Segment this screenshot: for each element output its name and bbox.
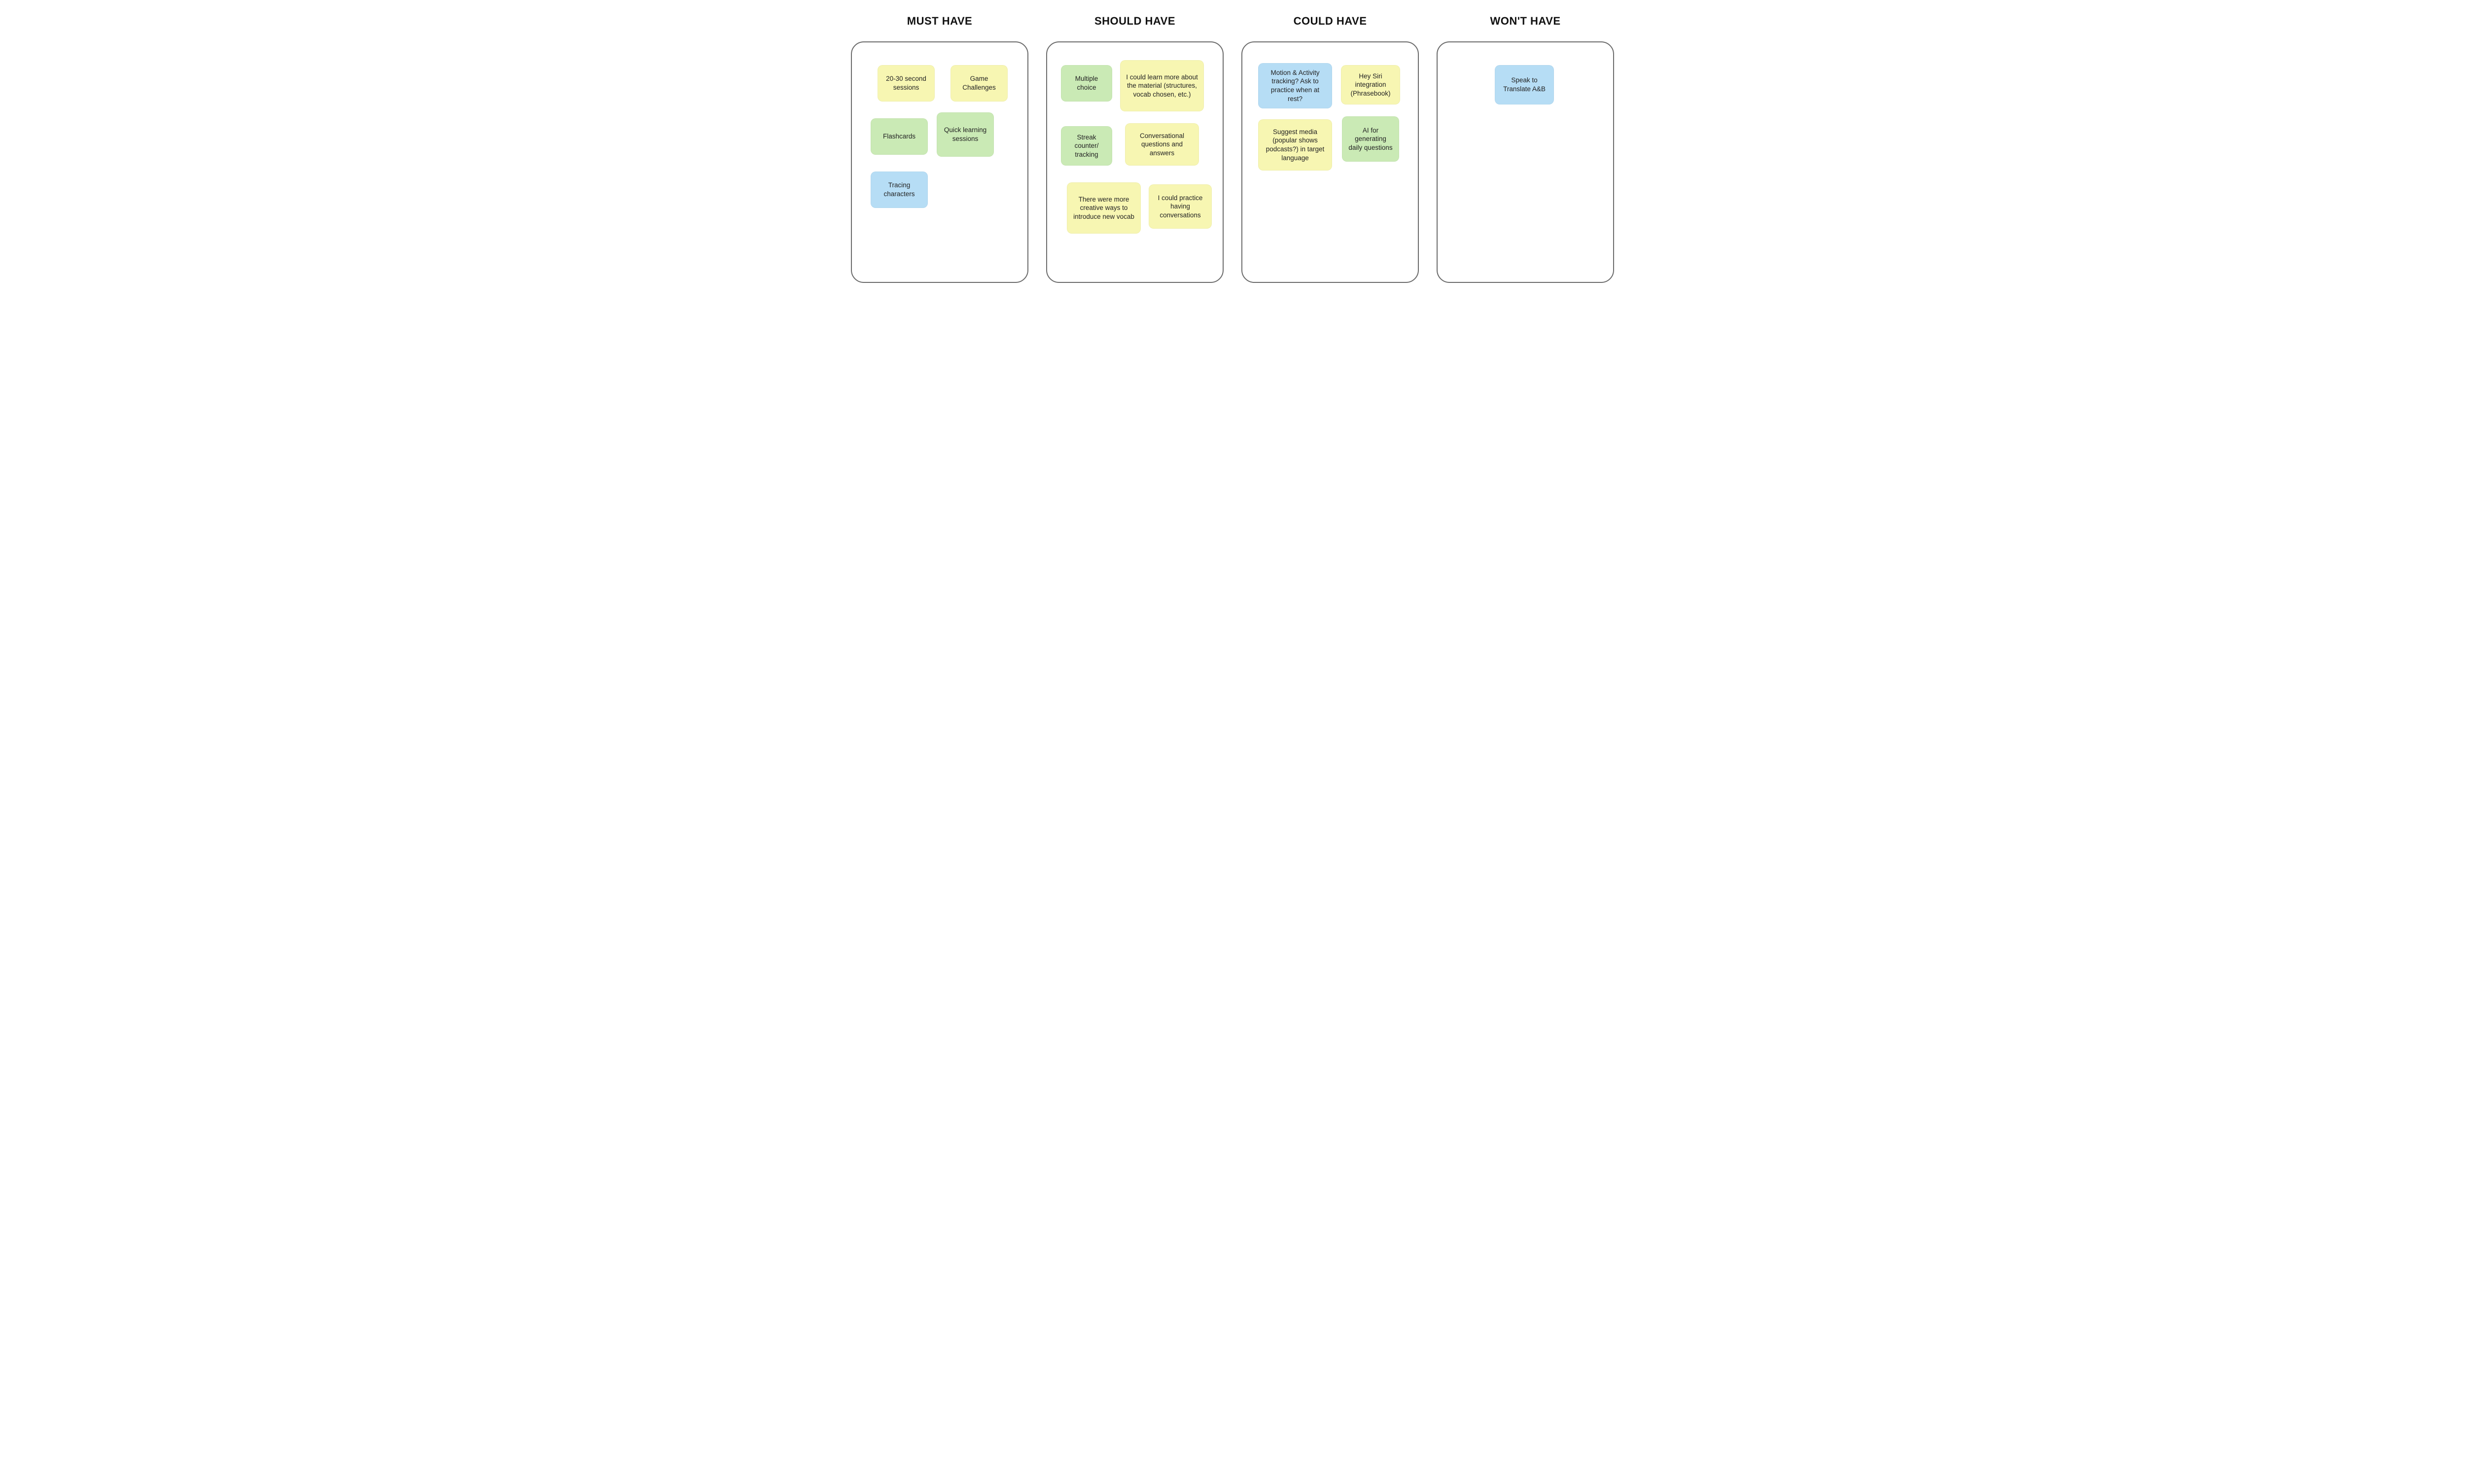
moscow-board: MUST HAVE 20-30 second sessions Game Chal… [20,15,2445,283]
column-title: COULD HAVE [1294,15,1367,28]
column-title: MUST HAVE [907,15,972,28]
sticky-note[interactable]: There were more creative ways to introdu… [1067,182,1141,234]
sticky-note[interactable]: I could practice having conversations [1149,184,1212,229]
sticky-note[interactable]: AI for generating daily questions [1342,116,1399,162]
sticky-note[interactable]: Tracing characters [871,172,928,208]
column-could-have: COULD HAVE Motion & Activity tracking? A… [1241,15,1419,283]
column-wont-have: WON'T HAVE Speak to Translate A&B [1437,15,1614,283]
sticky-note[interactable]: Streak counter/ tracking [1061,126,1112,166]
sticky-note[interactable]: Game Challenges [951,65,1008,102]
sticky-note[interactable]: Conversational questions and answers [1125,123,1199,166]
sticky-note[interactable]: Multiple choice [1061,65,1112,102]
column-should-have: SHOULD HAVE Multiple choiceI could learn… [1046,15,1224,283]
sticky-note[interactable]: 20-30 second sessions [878,65,935,102]
column-body: Speak to Translate A&B [1437,41,1614,283]
column-title: SHOULD HAVE [1094,15,1175,28]
sticky-note[interactable]: I could learn more about the material (s… [1120,60,1204,111]
column-body: Motion & Activity tracking? Ask to pract… [1241,41,1419,283]
column-body: 20-30 second sessions Game Challenges Flas… [851,41,1028,283]
sticky-note[interactable]: Motion & Activity tracking? Ask to pract… [1258,63,1332,108]
sticky-note[interactable]: Speak to Translate A&B [1495,65,1554,104]
column-body: Multiple choiceI could learn more about … [1046,41,1224,283]
sticky-note[interactable]: Hey Siri integration (Phrasebook) [1341,65,1400,104]
column-title: WON'T HAVE [1490,15,1560,28]
sticky-note[interactable]: Quick learning sessions [937,112,994,157]
column-must-have: MUST HAVE 20-30 second sessions Game Chal… [851,15,1028,283]
sticky-note[interactable]: Flashcards [871,118,928,155]
sticky-note[interactable]: Suggest media (popular shows podcasts?) … [1258,119,1332,171]
